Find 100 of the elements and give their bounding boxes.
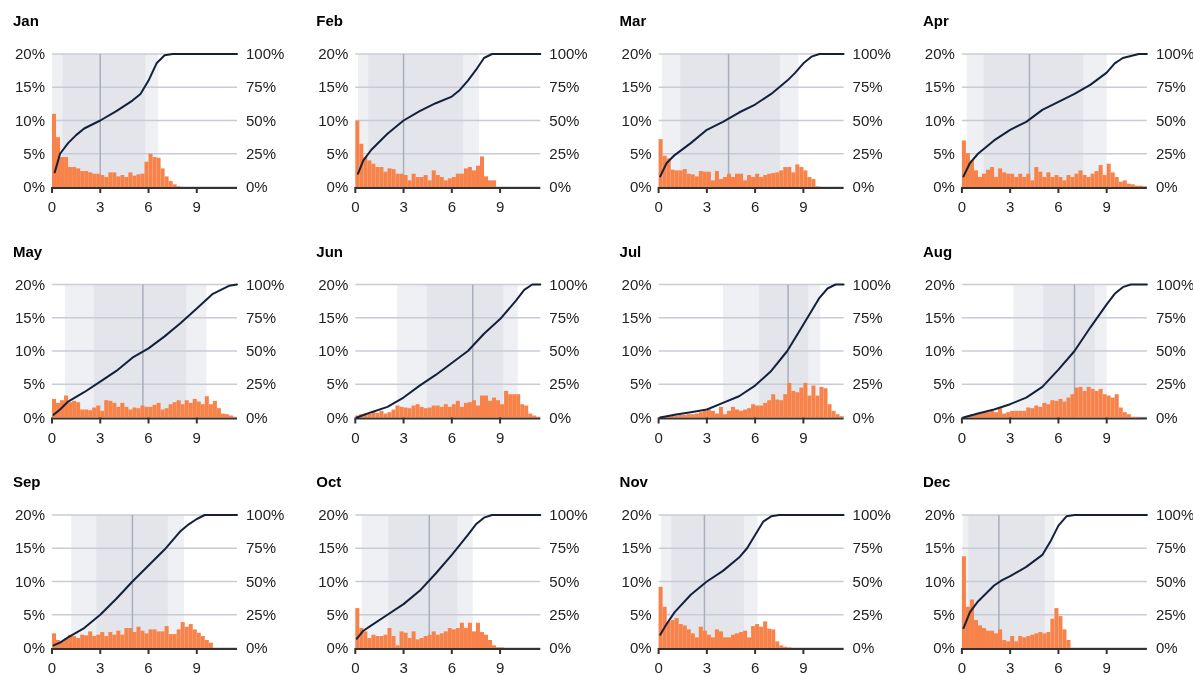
y2-tick-label: 25% xyxy=(549,144,580,162)
y-tick-label: 15% xyxy=(14,78,45,96)
y2-tick-label: 50% xyxy=(246,111,277,129)
y-tick-label: 15% xyxy=(318,78,349,96)
y2-tick-label: 100% xyxy=(852,45,891,62)
chart-title: Jun xyxy=(316,242,343,260)
y2-tick-label: 0% xyxy=(549,639,571,656)
y2-tick-label: 0% xyxy=(1155,178,1178,195)
y2-tick-label: 50% xyxy=(549,572,580,590)
x-tick-label: 0 xyxy=(654,428,663,446)
y-tick-label: 10% xyxy=(621,342,652,359)
x-tick-label: 0 xyxy=(654,198,663,215)
y-tick-label: 0% xyxy=(326,178,349,195)
y2-tick-label: 25% xyxy=(549,605,580,623)
y-tick-label: 10% xyxy=(318,111,349,129)
chart-title: May xyxy=(13,242,43,260)
y-tick-label: 0% xyxy=(629,408,652,426)
chart-title: Apr xyxy=(922,12,949,29)
x-tick-label: 6 xyxy=(1054,198,1063,215)
y-tick-label: 20% xyxy=(318,275,349,293)
y2-tick-label: 100% xyxy=(549,275,588,293)
y2-tick-label: 50% xyxy=(549,342,580,359)
x-tick-label: 3 xyxy=(702,198,712,215)
y-tick-label: 10% xyxy=(14,111,45,129)
x-tick-label: 6 xyxy=(750,428,760,446)
x-tick-label: 0 xyxy=(957,428,967,446)
x-tick-label: 6 xyxy=(750,659,760,675)
x-tick-label: 3 xyxy=(702,428,712,446)
y2-tick-label: 100% xyxy=(1155,506,1193,523)
x-tick-label: 3 xyxy=(1005,198,1015,215)
x-tick-label: 0 xyxy=(654,659,663,675)
y-tick-label: 5% xyxy=(933,375,955,393)
x-tick-label: 0 xyxy=(47,198,57,215)
x-tick-label: 6 xyxy=(144,198,153,215)
y-tick-label: 0% xyxy=(933,178,955,195)
y-tick-label: 15% xyxy=(318,308,349,326)
x-tick-label: 3 xyxy=(1005,659,1015,675)
y-tick-label: 20% xyxy=(621,275,652,293)
y-tick-label: 0% xyxy=(23,408,45,426)
x-tick-label: 0 xyxy=(351,428,360,446)
y2-tick-label: 25% xyxy=(246,375,277,393)
y-tick-label: 5% xyxy=(629,605,652,623)
x-tick-label: 9 xyxy=(495,198,505,215)
x-tick-label: 0 xyxy=(957,198,967,215)
y-tick-label: 15% xyxy=(621,78,652,96)
y-tick-label: 10% xyxy=(621,572,652,590)
x-tick-label: 9 xyxy=(1102,428,1111,446)
y2-tick-label: 25% xyxy=(549,375,580,393)
y-tick-label: 20% xyxy=(318,506,349,523)
y-tick-label: 10% xyxy=(621,111,652,129)
x-tick-label: 6 xyxy=(1054,428,1063,446)
x-tick-label: 9 xyxy=(799,428,808,446)
y-tick-label: 5% xyxy=(326,375,349,393)
y2-tick-label: 100% xyxy=(1155,45,1193,62)
y2-tick-label: 75% xyxy=(246,78,277,96)
y-tick-label: 15% xyxy=(924,308,955,326)
y2-tick-label: 50% xyxy=(549,111,580,129)
y2-tick-label: 25% xyxy=(852,144,883,162)
x-tick-label: 3 xyxy=(96,428,105,446)
y-tick-label: 10% xyxy=(924,342,955,359)
y2-tick-label: 75% xyxy=(1155,539,1186,557)
y2-tick-label: 50% xyxy=(852,342,883,359)
y2-tick-label: 0% xyxy=(852,178,875,195)
y2-tick-label: 25% xyxy=(1155,375,1186,393)
chart-title: Feb xyxy=(316,12,343,29)
x-tick-label: 9 xyxy=(192,428,201,446)
y-tick-label: 10% xyxy=(14,342,45,359)
x-tick-label: 3 xyxy=(1005,428,1015,446)
y-tick-label: 0% xyxy=(629,178,652,195)
x-tick-label: 9 xyxy=(1102,659,1111,675)
y-tick-label: 0% xyxy=(23,178,45,195)
y-tick-label: 20% xyxy=(924,45,955,62)
y-tick-label: 5% xyxy=(629,144,652,162)
x-tick-label: 3 xyxy=(399,198,408,215)
y2-tick-label: 75% xyxy=(852,539,883,557)
y-tick-label: 0% xyxy=(629,639,652,656)
x-tick-label: 0 xyxy=(957,659,967,675)
chart-title: Mar xyxy=(619,12,647,29)
y2-tick-label: 100% xyxy=(1155,275,1193,293)
y-tick-label: 20% xyxy=(621,45,652,62)
y2-tick-label: 0% xyxy=(246,408,268,426)
x-tick-label: 3 xyxy=(399,659,408,675)
y2-tick-label: 25% xyxy=(1155,144,1186,162)
x-tick-label: 0 xyxy=(47,659,57,675)
y-tick-label: 10% xyxy=(924,572,955,590)
y2-tick-label: 0% xyxy=(549,408,571,426)
y-tick-label: 5% xyxy=(326,605,349,623)
y2-tick-label: 75% xyxy=(852,78,883,96)
y2-tick-label: 75% xyxy=(1155,308,1186,326)
y2-tick-label: 100% xyxy=(549,45,588,62)
y2-tick-label: 0% xyxy=(246,178,268,195)
y2-tick-label: 75% xyxy=(549,78,580,96)
y-tick-label: 20% xyxy=(14,506,45,523)
y2-tick-label: 50% xyxy=(852,572,883,590)
y-tick-label: 10% xyxy=(318,572,349,590)
y-tick-label: 15% xyxy=(924,539,955,557)
y-tick-label: 5% xyxy=(933,605,955,623)
y2-tick-label: 25% xyxy=(246,605,277,623)
x-tick-label: 6 xyxy=(447,428,456,446)
x-tick-label: 6 xyxy=(144,659,153,675)
